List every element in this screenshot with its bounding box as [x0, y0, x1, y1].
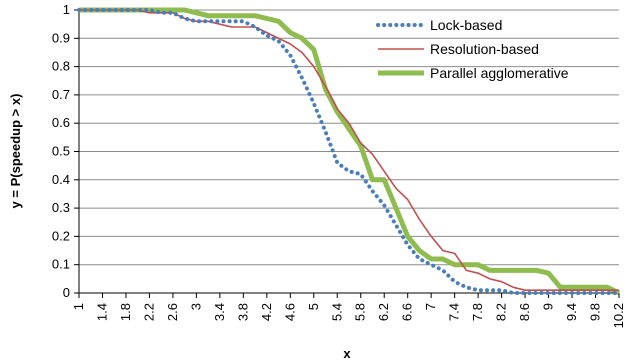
legend: Lock-based Resolution-based Parallel agglo…	[376, 17, 569, 81]
y-tick-label: 0.7	[52, 87, 70, 102]
x-tick-label: 7.8	[470, 303, 485, 321]
y-tick-label: 0.9	[52, 30, 70, 45]
y-tick-label: 0.5	[52, 144, 70, 159]
x-tick-label: 1.8	[118, 303, 133, 321]
series-line-lock-based	[77, 8, 621, 295]
x-tick-label: 4.2	[259, 303, 274, 321]
x-tick-label: 1	[71, 303, 86, 310]
x-tick-label: 6.6	[400, 303, 415, 321]
x-tick-label: 4.6	[282, 303, 297, 321]
x-tick-label: 3.8	[235, 303, 250, 321]
legend-label: Resolution-based	[430, 41, 539, 57]
y-tick-label: 0.6	[52, 115, 70, 130]
x-tick-label: 3	[188, 303, 203, 310]
x-tick-label: 10.2	[611, 303, 626, 328]
x-tick-label: 1.4	[94, 303, 109, 321]
x-tick-label: 7	[423, 303, 438, 310]
y-tick-label: 0.1	[52, 257, 70, 272]
y-tick-label: 0	[63, 285, 70, 300]
x-axis-title: x	[343, 346, 351, 361]
x-tick-label: 8.2	[494, 303, 509, 321]
y-tick-label: 0.4	[52, 172, 70, 187]
y-tick-labels: 0 0.1 0.2 0.3 0.4 0.5 0.6 0.7 0.8 0.9 1	[52, 2, 70, 300]
x-tick-label: 5	[306, 303, 321, 310]
y-tick-label: 0.8	[52, 59, 70, 74]
y-axis-title: y = P(speedup > x)	[8, 94, 23, 209]
x-tick-label: 9	[541, 303, 556, 310]
x-tick-label: 6.2	[376, 303, 391, 321]
x-tick-label: 8.6	[517, 303, 532, 321]
x-tick-label: 5.4	[329, 303, 344, 321]
x-tick-label: 9.4	[564, 303, 579, 321]
x-tick-label: 3.4	[212, 303, 227, 321]
series-line-parallel-agglomerative	[79, 7, 621, 296]
x-tick-label: 7.4	[447, 303, 462, 321]
x-tick-label: 2.6	[165, 303, 180, 321]
x-tick-label: 9.8	[588, 303, 603, 321]
y-tick-label: 1	[63, 2, 70, 17]
y-tick-label: 0.2	[52, 228, 70, 243]
y-tick-label: 0.3	[52, 200, 70, 215]
x-tick-label: 5.8	[353, 303, 368, 321]
x-tick-label: 2.2	[141, 303, 156, 321]
legend-label: Lock-based	[430, 17, 502, 33]
x-tick-labels: 1 1.4 1.8 2.2 2.6 3 3.4 3.8 4.2 4.6 5 5.4 5.8 6.2 6.6 7…	[71, 303, 626, 328]
series-lines	[77, 7, 621, 296]
legend-label: Parallel agglomerative	[430, 65, 569, 81]
